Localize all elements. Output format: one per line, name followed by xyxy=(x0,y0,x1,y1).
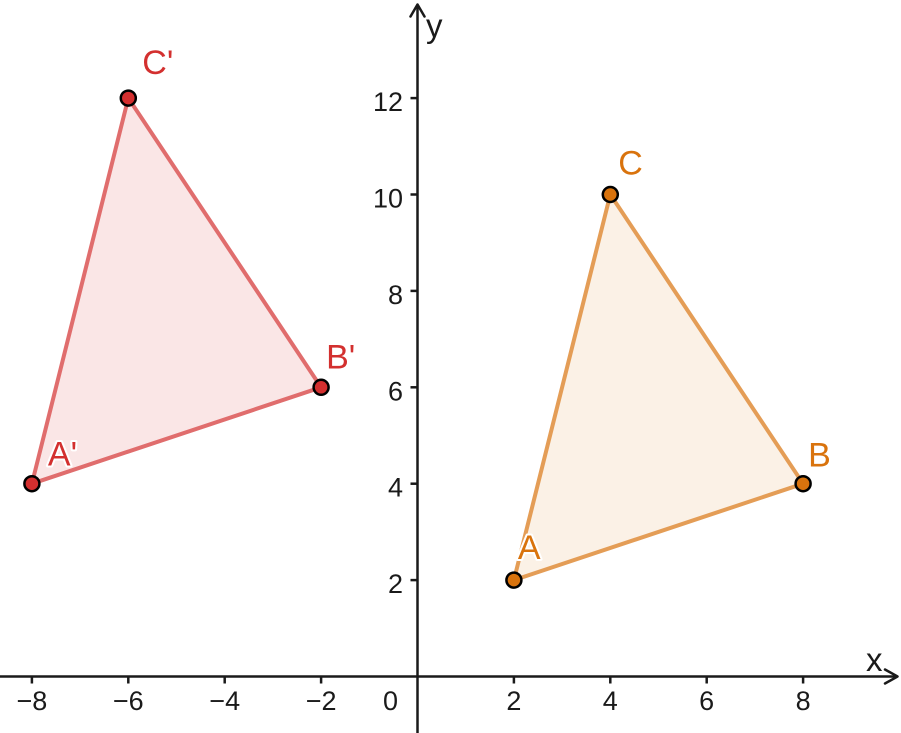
point-a-prime[interactable] xyxy=(23,474,41,493)
x-tick-label: −2 xyxy=(306,686,337,716)
x-tick-label: 8 xyxy=(796,686,811,716)
triangle-abc-polygon[interactable] xyxy=(511,192,806,583)
point-label-a-prime[interactable]: A' xyxy=(46,434,79,476)
y-tick-label: 8 xyxy=(388,280,403,310)
point-label-c[interactable]: C xyxy=(616,143,645,185)
y-tick-label: 2 xyxy=(388,569,403,599)
x-tick-label: −4 xyxy=(209,686,240,716)
x-axis-arrow-icon xyxy=(883,668,899,685)
point-label-b-prime[interactable]: B' xyxy=(324,336,357,378)
point-c[interactable] xyxy=(601,185,620,204)
point-label-c-prime[interactable]: C' xyxy=(140,42,175,84)
y-axis-label: y xyxy=(426,7,443,44)
point-label-b[interactable]: B xyxy=(806,435,833,477)
point-b[interactable] xyxy=(794,474,812,493)
x-tick-label: 2 xyxy=(506,686,521,716)
x-tick-label: −6 xyxy=(113,686,144,716)
y-axis-arrow-icon xyxy=(409,3,426,18)
x-tick-label: 6 xyxy=(699,686,714,716)
y-tick-label: 10 xyxy=(373,184,403,214)
y-tick-label: 12 xyxy=(373,87,403,117)
x-tick-label: −8 xyxy=(17,686,48,716)
x-axis-label: x xyxy=(866,641,883,678)
x-tick-label: 4 xyxy=(603,686,618,716)
point-b-prime[interactable] xyxy=(312,378,330,397)
point-label-a[interactable]: A xyxy=(516,527,543,569)
y-tick-label: 6 xyxy=(388,376,403,406)
point-a[interactable] xyxy=(505,571,523,589)
triangle-a-prime-b-prime-c-prime-polygon[interactable] xyxy=(29,96,324,486)
y-tick-label: 4 xyxy=(388,473,403,503)
origin-label: 0 xyxy=(383,686,398,716)
point-c-prime[interactable] xyxy=(119,89,138,107)
